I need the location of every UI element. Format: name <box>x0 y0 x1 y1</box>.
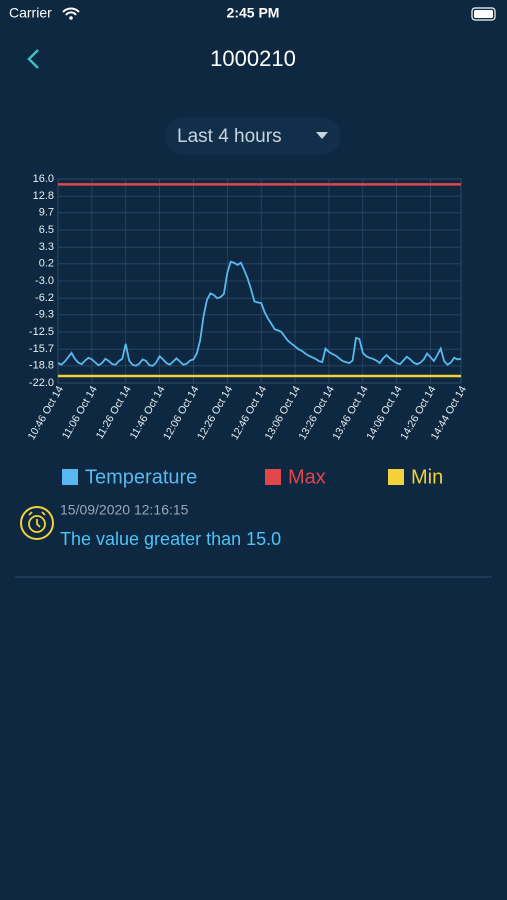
y-tick-label: -6.2 <box>35 292 54 304</box>
y-tick-label: -3.0 <box>35 275 54 287</box>
legend-swatch <box>62 469 78 485</box>
alarm-hands <box>28 511 46 528</box>
y-tick-label: -22.0 <box>29 377 54 389</box>
carrier: Carrier <box>9 5 52 21</box>
legend-label: Temperature <box>85 466 197 488</box>
y-tick-label: -18.8 <box>29 360 54 372</box>
legend-swatch <box>388 469 404 485</box>
legend-swatch <box>265 469 281 485</box>
y-tick-label: 3.3 <box>39 241 54 253</box>
dropdown-label: Last 4 hours <box>177 126 282 147</box>
range-dropdown[interactable]: Last 4 hours <box>165 117 341 155</box>
y-tick-label: -12.5 <box>29 326 54 338</box>
dropdown-arrow <box>316 132 328 139</box>
clock: 2:45 PM <box>227 5 280 21</box>
dropdown-bg <box>165 117 341 155</box>
data-line <box>57 260 462 367</box>
y-tick-label: 9.7 <box>39 207 54 219</box>
battery-level <box>474 10 493 18</box>
y-tick-label: 12.8 <box>33 190 54 202</box>
battery <box>471 7 496 21</box>
alarm-icon <box>20 506 54 540</box>
alert-message: The value greater than 15.0 <box>60 529 281 549</box>
back-button[interactable] <box>27 49 39 69</box>
y-tick-label: 0.2 <box>39 258 54 270</box>
y-tick-label: 6.5 <box>39 224 54 236</box>
legend-label: Min <box>411 466 443 488</box>
alert-time: 15/09/2020 12:16:15 <box>60 502 189 518</box>
screen-title: 1000210 <box>210 46 296 71</box>
y-tick-label: 16.0 <box>33 173 54 185</box>
wifi-icon <box>62 7 80 16</box>
y-tick-label: -15.7 <box>29 343 54 355</box>
alarm-clock <box>28 515 46 533</box>
legend-label: Max <box>288 466 326 488</box>
y-tick-label: -9.3 <box>35 309 54 321</box>
wifi-dot <box>69 16 73 20</box>
